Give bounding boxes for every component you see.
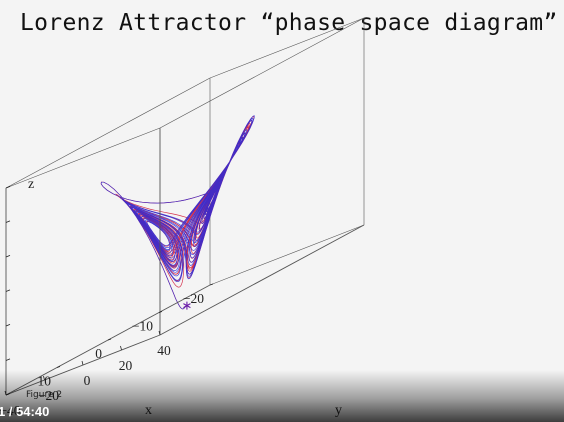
blue-trajectory xyxy=(100,115,255,310)
y-tick xyxy=(120,345,122,351)
box-edge xyxy=(5,127,161,189)
box-edge xyxy=(209,224,365,286)
slide-title: Lorenz Attractor “phase space diagram” xyxy=(20,10,558,36)
figure-label: Figure 2 xyxy=(26,390,63,400)
y-tick-label: 20 xyxy=(119,358,133,373)
x-tick xyxy=(56,366,61,368)
x-tick-label: 0 xyxy=(95,346,102,361)
x-tick-label: −20 xyxy=(183,291,204,306)
z-tick xyxy=(5,186,11,189)
trajectory-curves xyxy=(100,115,255,310)
start-marker xyxy=(183,301,191,310)
z-tick xyxy=(5,289,11,292)
z-tick xyxy=(5,220,11,223)
box-edge xyxy=(159,17,365,129)
z-tick xyxy=(5,255,11,258)
y-tick xyxy=(81,360,84,366)
box-edge xyxy=(209,17,365,79)
x-tick xyxy=(107,338,112,341)
box-edge xyxy=(159,224,365,336)
y-tick xyxy=(158,330,161,336)
plot-box-front xyxy=(5,128,365,396)
x-tick-label: −10 xyxy=(132,319,153,334)
video-control-bar[interactable] xyxy=(0,370,564,422)
video-time: 1 / 54:40 xyxy=(0,404,50,419)
z-tick xyxy=(5,358,11,361)
box-edge xyxy=(5,77,211,189)
z-axis-label: z xyxy=(28,177,34,192)
x-tick xyxy=(209,283,214,286)
x-tick xyxy=(158,311,163,313)
z-tick xyxy=(5,324,11,327)
plot-box-back xyxy=(5,17,365,286)
y-tick-label: 40 xyxy=(157,343,171,358)
